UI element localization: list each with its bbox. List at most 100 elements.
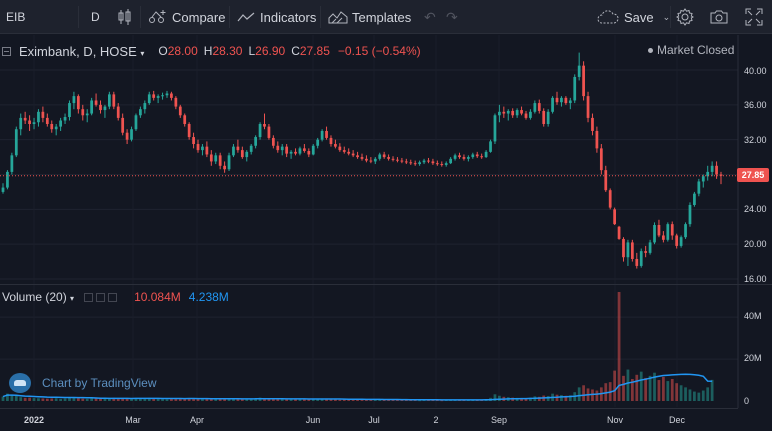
chart-style-button[interactable] — [117, 0, 133, 34]
volume-bar — [81, 398, 85, 401]
templates-button[interactable]: Templates — [328, 0, 411, 34]
market-status: Market Closed — [648, 43, 734, 57]
candle-body — [506, 110, 510, 114]
volume-bar — [227, 398, 231, 401]
symbol-search-button[interactable]: EIB — [6, 0, 25, 34]
volume-tick: 0 — [744, 396, 750, 406]
time-tick: Sep — [490, 415, 508, 425]
candle-body — [387, 157, 390, 159]
candle-body — [440, 164, 444, 166]
candle-body — [139, 109, 142, 116]
candle-body — [147, 94, 151, 104]
settings-button[interactable] — [676, 0, 694, 34]
volume-bar — [356, 399, 359, 401]
volume-bar — [560, 395, 563, 401]
candle-body — [462, 157, 466, 159]
volume-bar — [670, 378, 674, 401]
volume-bar — [59, 398, 62, 401]
redo-button[interactable]: ↷ — [446, 0, 458, 34]
volume-bar — [240, 399, 244, 401]
volume-bar — [418, 400, 421, 402]
candle-body — [427, 160, 430, 162]
volume-bar — [214, 399, 218, 401]
indicators-button[interactable]: Indicators — [237, 0, 316, 34]
pane-separator[interactable] — [0, 284, 772, 285]
market-status-text: Market Closed — [657, 43, 735, 57]
legend-symbol-text: Eximbank, D, HOSE — [19, 43, 137, 59]
candle-body — [475, 154, 479, 157]
volume-bar — [595, 390, 599, 401]
volume-bar — [205, 398, 209, 401]
candle-body — [183, 115, 187, 124]
candle-body — [449, 158, 453, 164]
volume-bar — [303, 399, 306, 401]
candle-body — [232, 146, 235, 156]
volume-bar — [693, 391, 696, 401]
time-tick: Dec — [668, 415, 686, 425]
volume-bar — [72, 398, 76, 401]
legend-change: −0.15 (−0.54%) — [337, 44, 421, 58]
candle-body — [240, 150, 244, 158]
volume-bar — [400, 399, 404, 401]
volume-bar — [121, 398, 125, 401]
candle-body — [254, 137, 258, 146]
fullscreen-button[interactable] — [745, 0, 763, 34]
candle-body — [99, 104, 102, 111]
volume-bar — [37, 398, 40, 401]
snapshot-button[interactable] — [709, 0, 729, 34]
status-dot-icon — [648, 47, 653, 53]
candle-body — [564, 97, 568, 104]
candle-body — [1, 187, 5, 192]
volume-bar — [85, 398, 89, 401]
volume-bar — [263, 398, 266, 401]
undo-button[interactable]: ↶ — [424, 0, 436, 34]
volume-title[interactable]: Volume (20) ▾ — [2, 290, 74, 304]
time-axis[interactable]: 2022 Mar Apr Jun Jul 2 Sep Nov Dec — [0, 408, 738, 431]
redo-icon: ↷ — [446, 8, 458, 25]
candle-body — [19, 117, 23, 130]
candle-body — [223, 165, 226, 170]
volume-bar — [19, 397, 23, 401]
candle-body — [591, 117, 594, 131]
candle-body — [165, 93, 169, 96]
candle-body — [489, 141, 492, 152]
volume-bar — [701, 390, 705, 401]
volume-bar — [63, 398, 67, 401]
legend-symbol[interactable]: Eximbank, D, HOSE ▾ — [19, 44, 144, 59]
save-button[interactable]: Save ⌄ — [597, 0, 670, 34]
indicator-settings-button[interactable] — [96, 292, 106, 302]
price-tick: 32.00 — [744, 135, 767, 145]
candle-body — [303, 148, 306, 151]
candle-body — [356, 155, 359, 158]
volume-bar — [6, 393, 9, 401]
candle-body — [90, 100, 94, 114]
volume-bar — [360, 399, 364, 401]
candle-body — [174, 97, 178, 107]
candle-body — [409, 162, 413, 164]
tradingview-attribution[interactable]: Chart by TradingView — [9, 373, 157, 393]
volume-bar — [378, 399, 382, 401]
undo-icon: ↶ — [424, 8, 436, 25]
compare-button[interactable]: Compare — [148, 0, 225, 34]
volume-bar — [338, 399, 342, 401]
hide-indicator-button[interactable] — [84, 292, 94, 302]
candle-body — [267, 126, 271, 138]
collapse-legend-button[interactable] — [2, 46, 11, 56]
remove-indicator-button[interactable] — [108, 292, 118, 302]
candle-body — [719, 174, 723, 176]
top-toolbar: EIB D Compare Indicators — [0, 0, 772, 34]
candle-body — [679, 237, 683, 246]
candle-body — [480, 156, 484, 158]
volume-bar — [688, 389, 692, 401]
candle-body — [515, 110, 519, 116]
candle-body — [45, 117, 49, 124]
volume-bar — [139, 398, 142, 401]
time-tick: 2022 — [23, 415, 45, 425]
candle-body — [347, 151, 351, 154]
candle-body — [6, 171, 9, 188]
interval-button[interactable]: D — [91, 0, 100, 34]
volume-bar — [143, 398, 147, 401]
volume-bar — [294, 399, 297, 401]
candle-body — [245, 151, 249, 158]
